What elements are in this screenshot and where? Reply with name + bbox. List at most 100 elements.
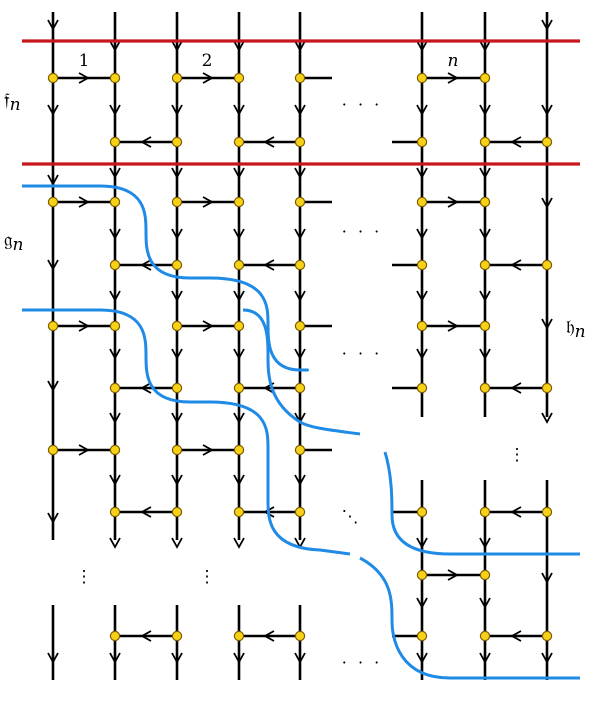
down-arrowhead	[294, 348, 306, 360]
down-arrowhead	[109, 40, 121, 52]
down-arrowhead	[171, 412, 183, 424]
h-n-label: 𝔥n	[566, 316, 586, 342]
vertices	[47, 72, 553, 642]
vertex	[479, 506, 491, 518]
vertex	[416, 136, 428, 148]
g-letter: 𝔤	[4, 229, 12, 251]
down-arrowhead	[294, 167, 306, 179]
vertex	[47, 196, 59, 208]
vertex	[47, 320, 59, 332]
vertex	[109, 196, 121, 208]
down-arrowhead	[233, 104, 245, 116]
vertex	[294, 196, 306, 208]
down-arrowhead	[171, 652, 183, 664]
down-arrowhead	[109, 537, 121, 549]
f-n-label: 𝔣n	[4, 89, 21, 115]
down-arrowhead	[233, 167, 245, 179]
down-arrowhead	[416, 597, 428, 609]
h-subscript: n	[575, 322, 586, 342]
column-label-n: n	[448, 51, 459, 71]
vertex	[416, 630, 428, 642]
vertex	[109, 444, 121, 456]
down-arrowhead	[416, 167, 428, 179]
vertex	[171, 72, 183, 84]
vertex	[479, 259, 491, 271]
down-arrowhead	[479, 348, 491, 360]
g-n-label: 𝔤n	[4, 229, 23, 255]
vertex	[109, 320, 121, 332]
down-arrowhead	[233, 228, 245, 240]
down-arrowhead	[47, 512, 59, 524]
down-arrowhead	[294, 652, 306, 664]
vertex	[479, 382, 491, 394]
vertex	[416, 259, 428, 271]
vertex	[233, 196, 245, 208]
down-arrowhead	[479, 40, 491, 52]
f-subscript: n	[10, 95, 21, 115]
f-letter: 𝔣	[4, 89, 10, 111]
hdots-row3: · · ·	[342, 344, 382, 363]
horizontal-arrowheads	[78, 72, 522, 642]
down-arrowhead	[171, 474, 183, 486]
vertex	[233, 320, 245, 332]
vertex	[479, 320, 491, 332]
down-arrowhead	[109, 290, 121, 302]
vertex	[233, 444, 245, 456]
down-arrowhead	[416, 40, 428, 52]
down-arrowhead	[541, 572, 553, 584]
down-arrowhead	[416, 348, 428, 360]
vertex	[171, 630, 183, 642]
vertex	[416, 72, 428, 84]
down-arrowhead	[109, 652, 121, 664]
vertical-arrowheads	[47, 19, 553, 664]
down-arrowhead	[47, 652, 59, 664]
vertex	[541, 506, 553, 518]
vertex	[171, 259, 183, 271]
g-subscript: n	[12, 235, 23, 255]
down-arrowhead	[416, 104, 428, 116]
vertex	[233, 72, 245, 84]
down-arrowhead	[541, 104, 553, 116]
vertex	[479, 136, 491, 148]
down-arrowhead	[47, 104, 59, 116]
down-arrowhead	[47, 259, 59, 271]
vertex	[233, 630, 245, 642]
down-arrowhead	[233, 652, 245, 664]
down-arrowhead	[541, 197, 553, 209]
vertex	[294, 136, 306, 148]
vertex	[109, 259, 121, 271]
vertex	[109, 136, 121, 148]
down-arrowhead	[171, 537, 183, 549]
down-arrowhead	[47, 380, 59, 392]
hdots-row1: · · ·	[342, 95, 382, 114]
vertex	[233, 136, 245, 148]
vertex	[47, 72, 59, 84]
down-arrowhead	[109, 348, 121, 360]
vdots-col3: ⋮	[199, 567, 216, 587]
down-arrowhead	[416, 537, 428, 549]
column-label-2: 2	[202, 51, 213, 71]
vertex	[109, 72, 121, 84]
down-arrowhead	[171, 104, 183, 116]
vertex	[233, 506, 245, 518]
vertex	[416, 506, 428, 518]
down-arrowhead	[294, 474, 306, 486]
down-arrowhead	[233, 348, 245, 360]
down-arrowhead	[541, 19, 553, 31]
down-arrowhead	[47, 19, 59, 31]
vertex	[416, 320, 428, 332]
down-arrowhead	[479, 597, 491, 609]
down-arrowhead	[109, 412, 121, 424]
down-arrowhead	[294, 40, 306, 52]
down-arrowhead	[416, 290, 428, 302]
down-arrowhead	[479, 652, 491, 664]
vertex	[416, 196, 428, 208]
down-arrowhead	[541, 412, 553, 424]
vertex	[233, 382, 245, 394]
down-arrowhead	[233, 40, 245, 52]
down-arrowhead	[109, 474, 121, 486]
vertex	[541, 259, 553, 271]
vertex	[171, 382, 183, 394]
